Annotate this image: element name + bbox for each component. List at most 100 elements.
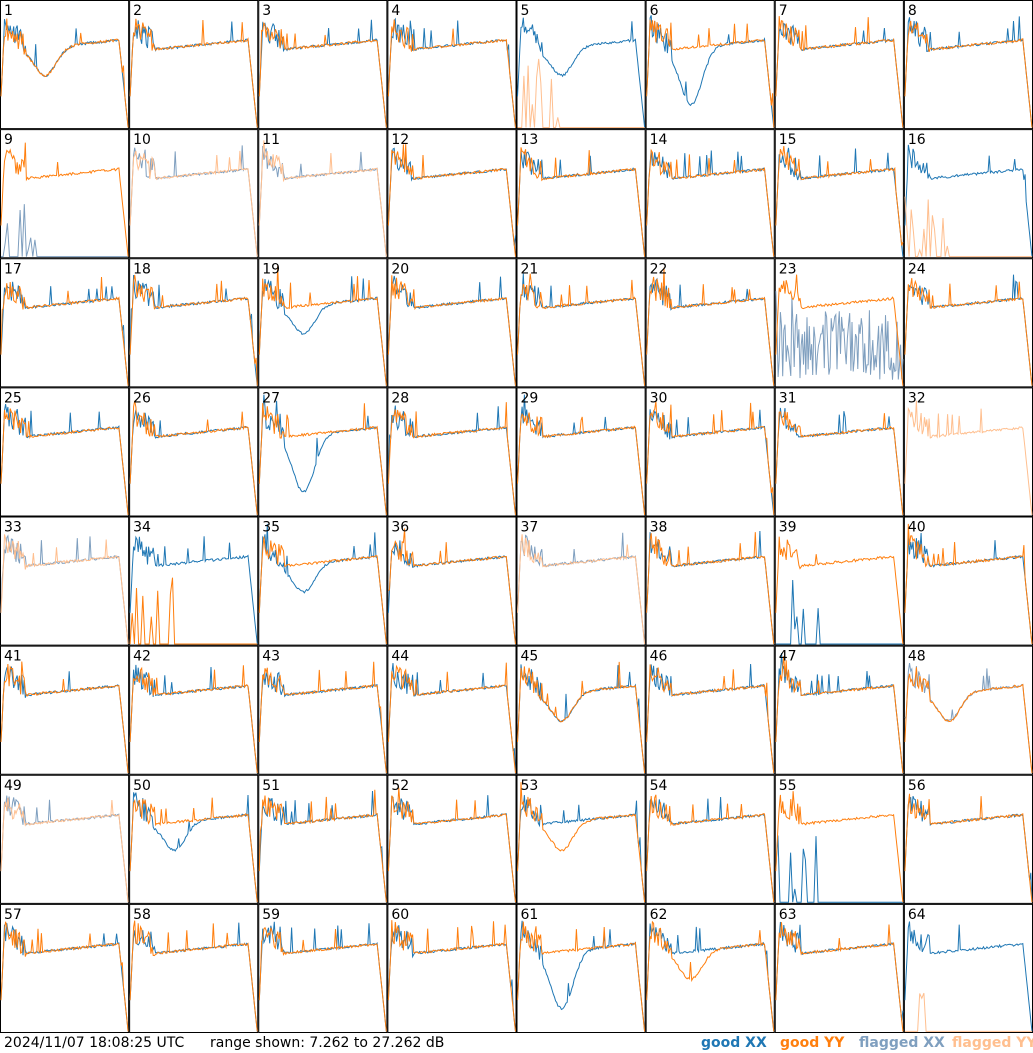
series-good-xx bbox=[904, 532, 1033, 645]
series-good-yy bbox=[517, 661, 646, 774]
panel-frame bbox=[258, 903, 388, 1033]
panel-label: 62 bbox=[650, 907, 668, 923]
series-good-xx bbox=[387, 17, 516, 128]
panel-frame bbox=[645, 0, 775, 130]
panel-frame bbox=[903, 645, 1033, 775]
series-good-yy bbox=[646, 401, 775, 515]
series-good-yy bbox=[129, 665, 258, 774]
series-good-yy bbox=[0, 921, 129, 1032]
series-flagged-yy bbox=[0, 797, 129, 903]
series-flagged-xx bbox=[1, 204, 129, 258]
series-good-xx bbox=[904, 144, 1033, 257]
series-good-xx bbox=[775, 921, 904, 1021]
series-good-xx bbox=[646, 15, 775, 128]
antenna-panel: 48 bbox=[903, 645, 1033, 775]
series-good-yy bbox=[904, 20, 1033, 128]
panel-label: 52 bbox=[391, 778, 409, 794]
series-flagged-yy bbox=[904, 400, 1033, 515]
panel-label: 17 bbox=[4, 261, 22, 277]
panel-label: 38 bbox=[650, 520, 668, 536]
panel-frame bbox=[258, 258, 388, 388]
series-flagged-xx bbox=[129, 145, 258, 257]
series-good-yy bbox=[258, 403, 387, 515]
antenna-panel: 30 bbox=[645, 387, 775, 517]
series-good-yy bbox=[387, 19, 516, 128]
panel-frame bbox=[387, 903, 517, 1033]
panel-label: 28 bbox=[391, 390, 409, 406]
panel-label: 54 bbox=[650, 778, 668, 794]
antenna-panel: 39 bbox=[774, 516, 904, 646]
panel-label: 51 bbox=[262, 778, 280, 794]
antenna-panel: 16 bbox=[903, 129, 1033, 259]
series-good-yy bbox=[129, 920, 258, 1032]
antenna-panel: 25 bbox=[0, 387, 130, 517]
footer-bar: 2024/11/07 18:08:25 UTC range shown: 7.2… bbox=[0, 1033, 1033, 1053]
panel-label: 63 bbox=[779, 907, 797, 923]
panel-frame bbox=[516, 645, 646, 775]
series-good-yy bbox=[517, 273, 646, 386]
series-good-xx bbox=[0, 281, 129, 386]
panel-label: 40 bbox=[908, 520, 926, 536]
panel-label: 37 bbox=[521, 520, 539, 536]
series-good-xx bbox=[129, 922, 258, 1032]
series-good-yy bbox=[258, 789, 387, 903]
series-good-xx bbox=[517, 273, 646, 386]
series-good-yy bbox=[646, 148, 775, 257]
antenna-panel: 20 bbox=[387, 258, 517, 388]
series-good-yy bbox=[646, 794, 775, 903]
panel-label: 1 bbox=[4, 3, 13, 19]
panel-frame bbox=[129, 0, 259, 130]
panel-frame bbox=[645, 516, 775, 646]
panel-label: 29 bbox=[521, 390, 539, 406]
panel-frame bbox=[903, 774, 1033, 904]
panel-label: 47 bbox=[779, 649, 797, 665]
panel-frame bbox=[0, 387, 130, 517]
panel-frame bbox=[129, 903, 259, 1033]
series-good-yy bbox=[646, 664, 775, 774]
series-good-xx bbox=[904, 274, 1033, 386]
antenna-panel: 45 bbox=[516, 645, 646, 775]
panel-label: 44 bbox=[391, 649, 409, 665]
series-flagged-xx bbox=[775, 291, 904, 380]
series-good-yy bbox=[775, 922, 904, 1032]
series-good-yy bbox=[387, 275, 516, 386]
antenna-panel: 50 bbox=[129, 774, 259, 904]
series-good-yy bbox=[775, 411, 904, 515]
series-good-xx bbox=[904, 921, 1033, 1032]
panel-label: 23 bbox=[779, 261, 797, 277]
antenna-panel: 62 bbox=[645, 903, 775, 1033]
antenna-panel: 4 bbox=[387, 0, 517, 130]
antenna-panel: 17 bbox=[0, 258, 130, 388]
series-good-xx bbox=[646, 796, 775, 903]
antenna-panel: 10 bbox=[129, 129, 259, 259]
series-good-yy bbox=[0, 661, 129, 774]
series-good-xx bbox=[387, 663, 516, 774]
series-good-xx bbox=[258, 394, 387, 515]
series-good-yy bbox=[646, 920, 775, 1032]
panel-label: 56 bbox=[908, 778, 926, 794]
antenna-panel: 27 bbox=[258, 387, 388, 517]
panel-frame bbox=[258, 387, 388, 517]
series-good-xx bbox=[517, 150, 646, 257]
antenna-panel: 34 bbox=[129, 516, 259, 646]
series-good-yy bbox=[129, 577, 258, 645]
panel-frame bbox=[129, 129, 259, 259]
panel-frame bbox=[129, 645, 259, 775]
panel-frame bbox=[129, 774, 259, 904]
panel-frame bbox=[516, 774, 646, 904]
panel-label: 19 bbox=[262, 261, 280, 277]
antenna-panel: 9 bbox=[0, 129, 130, 259]
antenna-panel: 26 bbox=[129, 387, 259, 517]
series-flagged-yy bbox=[0, 534, 129, 645]
panel-label: 58 bbox=[133, 907, 151, 923]
series-flagged-xx bbox=[517, 532, 646, 645]
series-good-xx bbox=[258, 523, 387, 645]
legend-good-yy: good YY bbox=[780, 1035, 845, 1051]
panel-label: 53 bbox=[521, 778, 539, 794]
series-good-xx bbox=[387, 147, 516, 246]
series-good-yy bbox=[0, 276, 129, 386]
panel-label: 27 bbox=[262, 390, 280, 406]
panel-label: 41 bbox=[4, 649, 22, 665]
panel-frame bbox=[0, 645, 130, 775]
